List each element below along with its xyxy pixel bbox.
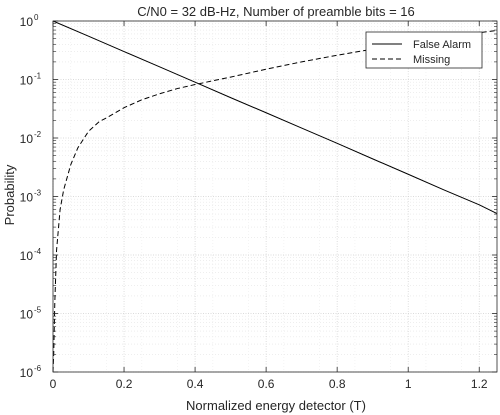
x-tick-label: 0	[50, 377, 57, 391]
y-tick-exponent: 0	[34, 13, 39, 22]
x-tick-label: 0.2	[116, 377, 133, 391]
x-tick-label: 1	[405, 377, 412, 391]
y-tick-label: 10	[20, 132, 34, 146]
series-line-false-alarm	[52, 20, 498, 215]
legend-box	[365, 31, 483, 69]
y-tick-label: 10	[20, 74, 34, 88]
y-tick-exponent: -2	[34, 130, 42, 139]
x-tick-label: 0.4	[187, 377, 204, 391]
y-tick-label: 10	[20, 308, 34, 322]
legend: False Alarm Missing	[365, 31, 483, 69]
y-axis-label: Probability	[2, 164, 17, 225]
y-tick-label: 10	[20, 249, 34, 263]
y-tick-label: 10	[20, 366, 34, 380]
x-tick-label: 0.6	[258, 377, 275, 391]
legend-label-false-alarm: False Alarm	[413, 39, 471, 51]
y-tick-exponent: -1	[34, 72, 42, 81]
y-tick-exponent: -6	[34, 364, 42, 373]
x-tick-label: 0.8	[329, 377, 346, 391]
y-tick-exponent: -5	[34, 306, 42, 315]
y-tick-exponent: -4	[34, 247, 42, 256]
y-tick-label: 10	[20, 15, 34, 29]
chart-title: C/N0 = 32 dB-Hz, Number of preamble bits…	[137, 4, 414, 19]
ticks: 10 010 -110 -210 -310 -410 -510 -60 0.2 0.4 0.6 0.8…	[20, 13, 497, 391]
x-tick-label: 1.2	[471, 377, 488, 391]
x-axis-label: Normalized energy detector (T)	[186, 398, 366, 413]
y-tick-label: 10	[20, 191, 34, 205]
y-tick-exponent: -3	[34, 189, 42, 198]
legend-label-missing: Missing	[413, 54, 450, 66]
